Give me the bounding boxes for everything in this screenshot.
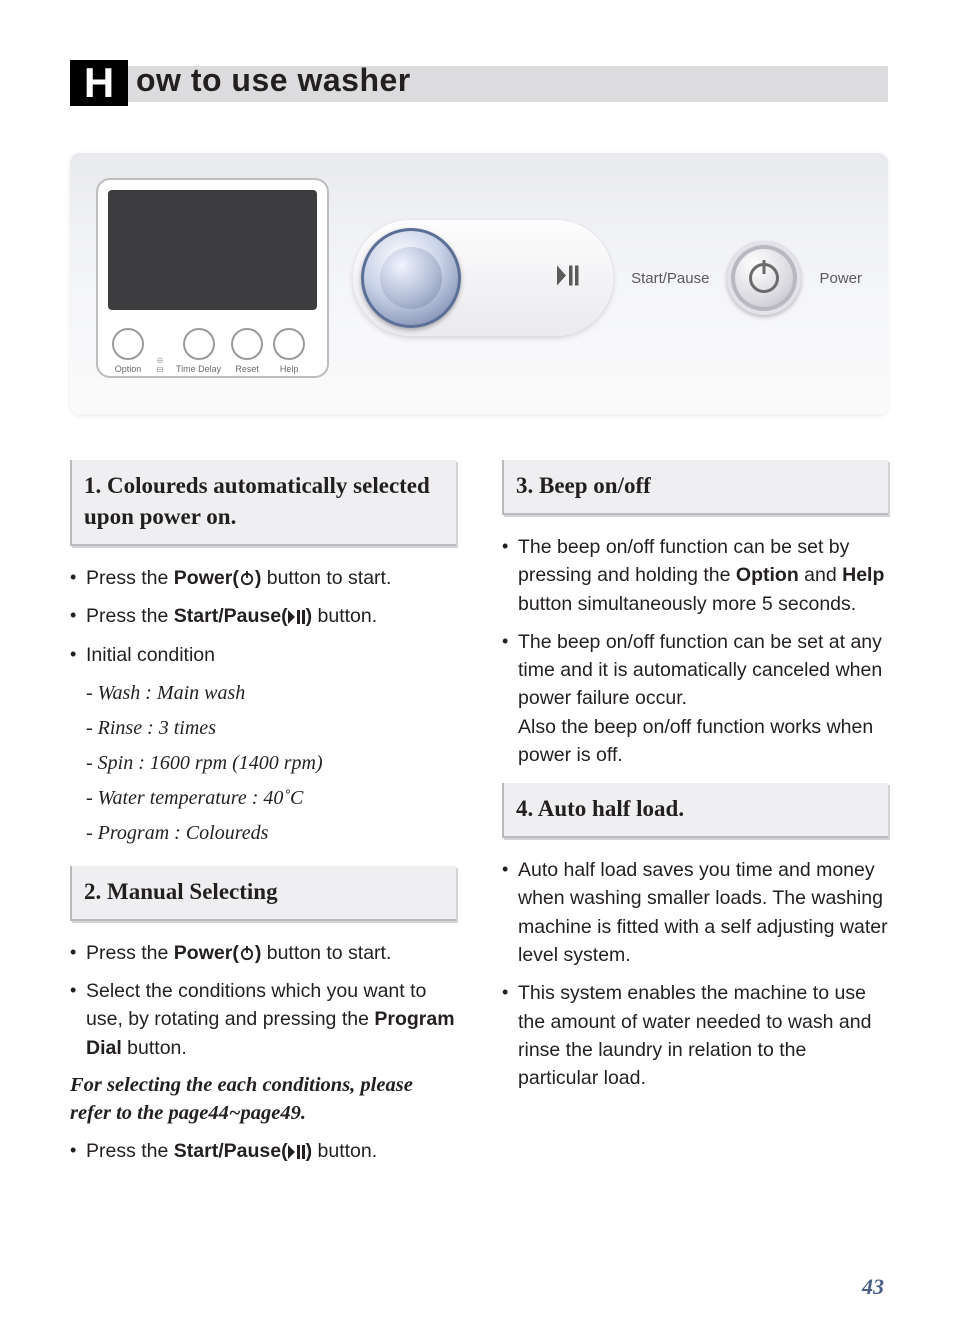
help-label: Help [280,364,299,374]
list-item: This system enables the machine to use t… [502,979,888,1092]
program-dial-knob[interactable] [361,228,461,328]
section-2-note: For selecting the each conditions, pleas… [70,1072,456,1127]
appliance-panel: Option ⊖⊟ Time Delay Reset Help [70,152,888,414]
list-item: Press the Start/Pause() button. [70,1137,456,1165]
list-item: Press the Start/Pause() button. [70,602,456,630]
section-2-list: Press the Power() button to start. Select… [70,939,456,1062]
help-button-group: Help [273,328,305,374]
list-item: Press the Power() button to start. [70,939,456,967]
section-3-list: The beep on/off function can be set by p… [502,533,888,769]
list-item: The beep on/off function can be set by p… [502,533,888,618]
list-item: Initial condition [70,641,456,669]
heading-1-num: 1. [84,473,101,498]
list-item: Select the conditions which you want to … [70,977,456,1062]
start-pause-label: Start/Pause [631,270,709,287]
power-label: Power [819,270,862,287]
time-delay-label: Time Delay [176,364,221,374]
heading-2-text: Manual Selecting [107,879,278,904]
section-1-list: Press the Power() button to start. Press … [70,564,456,669]
dial-area: Start/Pause Power [353,220,862,336]
section-4-list: Auto half load saves you time and money … [502,856,888,1092]
power-group: Power [727,241,862,315]
page-title: ow to use washer [136,62,411,99]
option-button-group: Option [112,328,144,374]
start-pause-dial[interactable] [353,220,613,336]
heading-2-num: 2. [84,879,101,904]
lcd-screen [108,190,317,310]
heading-3-num: 3. [516,473,533,498]
lcd-box: Option ⊖⊟ Time Delay Reset Help [96,178,329,378]
power-button[interactable] [727,241,801,315]
initial-condition-line: - Water temperature : 40˚C [70,784,456,813]
list-item: The beep on/off function can be set at a… [502,628,888,769]
page: H ow to use washer Option ⊖⊟ Time Delay [0,0,954,1336]
heading-4: 4. Auto half load. [502,783,888,838]
content-columns: 1. Coloureds automatically selected upon… [70,460,888,1176]
sep-icon: ⊖⊟ [154,356,166,374]
heading-4-text: Auto half load. [538,796,684,821]
initial-condition-line: - Wash : Main wash [70,679,456,708]
option-button[interactable] [112,328,144,360]
lcd-button-row: Option ⊖⊟ Time Delay Reset Help [108,328,317,374]
time-delay-button[interactable] [183,328,215,360]
heading-3-text: Beep on/off [539,473,651,498]
page-number: 43 [862,1274,884,1300]
heading-3: 3. Beep on/off [502,460,888,515]
panel-inner: Option ⊖⊟ Time Delay Reset Help [96,178,862,378]
initial-condition-line: - Rinse : 3 times [70,714,456,743]
reset-button[interactable] [231,328,263,360]
page-title-bar: H ow to use washer [70,60,888,106]
option-label: Option [115,364,142,374]
left-column: 1. Coloureds automatically selected upon… [70,460,456,1176]
title-dropcap: H [70,60,128,106]
heading-1: 1. Coloureds automatically selected upon… [70,460,456,546]
initial-conditions: - Wash : Main wash - Rinse : 3 times - Spi… [70,679,456,848]
initial-condition-line: - Spin : 1600 rpm (1400 rpm) [70,749,456,778]
reset-button-group: Reset [231,328,263,374]
heading-2: 2. Manual Selecting [70,866,456,921]
play-pause-icon [557,266,579,291]
help-button[interactable] [273,328,305,360]
reset-label: Reset [235,364,259,374]
list-item: Press the Power() button to start. [70,564,456,592]
heading-1-text: Coloureds automatically selected upon po… [84,473,430,529]
initial-condition-line: - Program : Coloureds [70,819,456,848]
list-item: Auto half load saves you time and money … [502,856,888,969]
heading-4-num: 4. [516,796,533,821]
section-2-tail: Press the Start/Pause() button. [70,1137,456,1165]
time-delay-button-group: Time Delay [176,328,221,374]
power-icon [749,263,779,293]
right-column: 3. Beep on/off The beep on/off function … [502,460,888,1176]
